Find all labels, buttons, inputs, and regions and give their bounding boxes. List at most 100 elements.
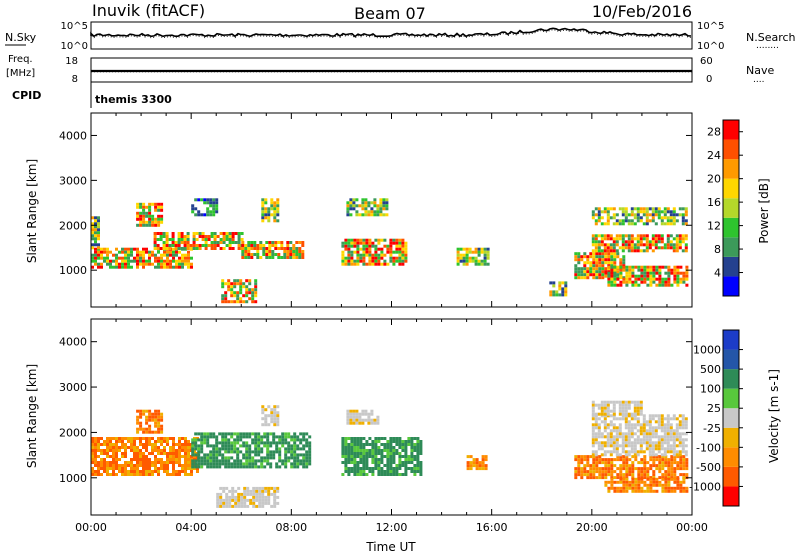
echo-cell [280,244,284,247]
echo-cell [661,265,665,269]
echo-cell [474,262,478,266]
echo-cell [151,437,154,440]
echo-cell [352,207,356,211]
echo-cell [404,244,408,248]
echo-cell [178,443,181,446]
echo-cell [186,235,190,238]
echo-cell [379,204,383,208]
echo-cell [276,213,280,217]
echo-cell [197,456,201,460]
echo-cell [624,438,628,442]
echo-cell [682,489,686,493]
echo-cell [197,213,201,217]
echo-cell [385,207,389,211]
echo-cell [591,403,595,407]
echo-cell [625,455,629,459]
echo-cell [636,246,640,250]
echo-cell [365,250,369,254]
echo-cell [660,423,664,427]
echo-cell [284,462,288,466]
echo-cell [652,464,656,468]
echo-cell [127,440,130,443]
echo-cell [145,449,148,452]
echo-cell [277,247,281,250]
echo-cell [606,409,610,413]
echo-cell [628,473,632,477]
colorbar-tick-label: 20 [707,173,721,186]
echo-cell [654,210,658,214]
echo-cell [645,234,649,238]
echo-cell [97,470,100,473]
echo-cell [91,237,94,241]
echo-cell [347,437,351,440]
echo-cell [289,250,293,253]
echo-cell [215,438,219,442]
echo-cell [355,210,359,214]
echo-cell [305,453,309,457]
echo-cell [106,446,109,449]
echo-cell [286,241,290,244]
echo-cell [654,414,658,418]
echo-cell [395,452,399,455]
echo-cell [561,290,565,294]
echo-cell [227,456,231,460]
echo-cell [203,459,207,463]
echo-cell [591,429,595,433]
echo-cell [643,271,647,275]
echo-cell [370,207,374,211]
echo-cell [350,238,354,242]
echo-cell [142,409,146,413]
echo-cell [236,432,240,436]
echo-cell [248,456,252,460]
echo-cell [94,243,97,247]
echo-cell [395,256,399,260]
echo-cell [261,504,265,508]
echo-cell [374,440,378,443]
echo-cell [175,470,178,473]
echo-cell [367,204,371,208]
echo-cell [139,211,143,215]
echo-cell [139,452,142,455]
echo-cell [362,247,366,251]
echo-cell [290,462,294,466]
echo-cell [112,452,115,455]
echo-cell [190,467,193,470]
echo-cell [365,455,369,458]
colorbar-swatch [723,276,739,296]
echo-cell [664,486,668,490]
power-echo-region [604,265,689,287]
echo-cell [639,243,643,247]
echo-cell [413,437,417,440]
echo-cell [212,456,216,460]
echo-cell [224,447,228,451]
echo-cell [160,253,163,257]
freq-panel: Freq. [MHz] 18 8 60 0 Nave .... [6,54,774,85]
echo-cell [603,406,607,410]
echo-cell [248,282,252,286]
echo-cell [407,455,411,458]
echo-cell [636,409,640,413]
echo-cell [181,470,184,473]
echo-cell [194,432,198,436]
echo-cell [389,247,393,251]
echo-cell [266,432,270,436]
echo-cell [416,452,420,455]
echo-cell [97,231,100,235]
echo-cell [634,455,638,459]
echo-cell [178,452,181,455]
echo-cell [151,250,154,254]
echo-cell [622,265,626,269]
echo-cell [627,400,631,404]
echo-cell [181,467,184,470]
echo-cell [308,462,312,466]
echo-cell [127,464,130,467]
echo-cell [296,438,300,442]
echo-cell [612,213,616,217]
echo-cell [395,440,399,443]
echo-cell [383,253,387,257]
echo-cell [250,247,254,250]
echo-cell [670,461,674,465]
echo-cell [254,300,258,304]
echo-cell [293,453,297,457]
echo-cell [642,420,646,424]
